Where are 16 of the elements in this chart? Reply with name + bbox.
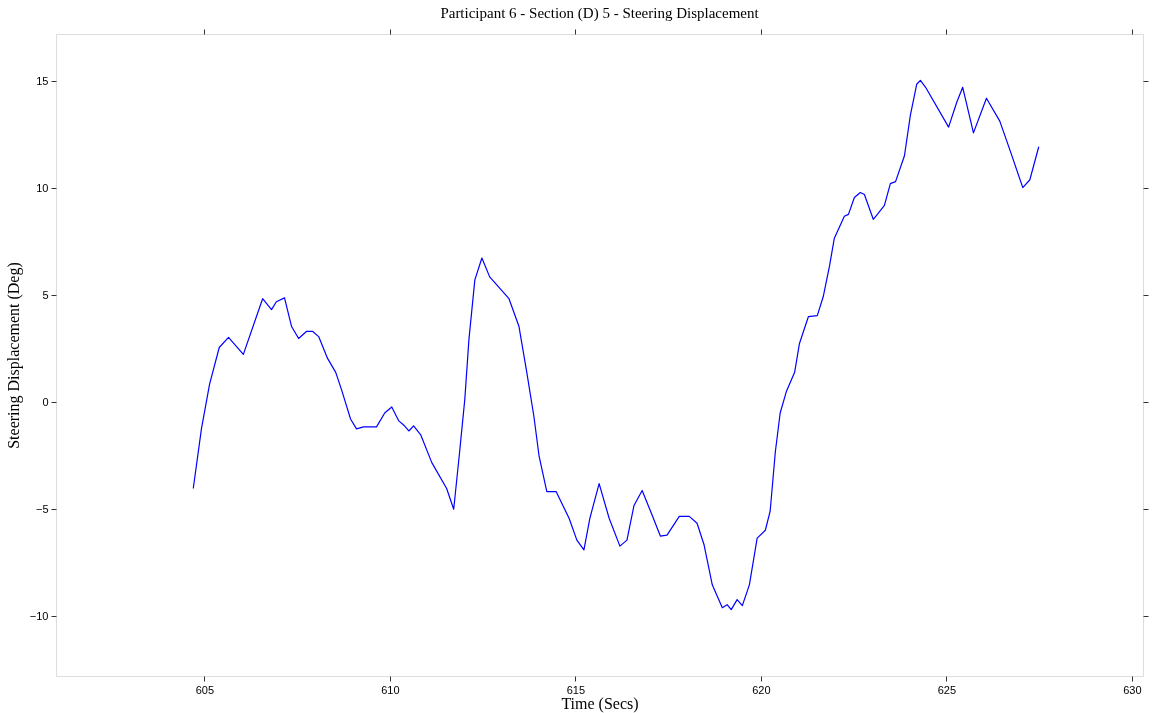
x-tick-label: 630: [1123, 683, 1142, 696]
x-tick-label: 615: [566, 683, 586, 696]
x-tick-label: 620: [752, 683, 771, 696]
y-tick-label: −5: [35, 502, 49, 515]
y-tick-label: 5: [42, 288, 49, 301]
y-tick-label: −10: [29, 609, 49, 622]
x-tick-label: 610: [381, 683, 400, 696]
y-tick-label: 10: [36, 181, 49, 194]
chart-title: Participant 6 - Section (D) 5 - Steering Displacement: [440, 4, 760, 22]
line-series: [192, 79, 1040, 611]
y-tick-label: 15: [36, 74, 49, 87]
x-tick-label: 605: [195, 683, 215, 696]
y-tick-label: 0: [42, 395, 49, 408]
y-axis-title: Steering Displacement (Deg): [4, 262, 23, 449]
x-axis-title: Time (Secs): [561, 694, 639, 713]
x-tick-label: 625: [937, 683, 957, 696]
